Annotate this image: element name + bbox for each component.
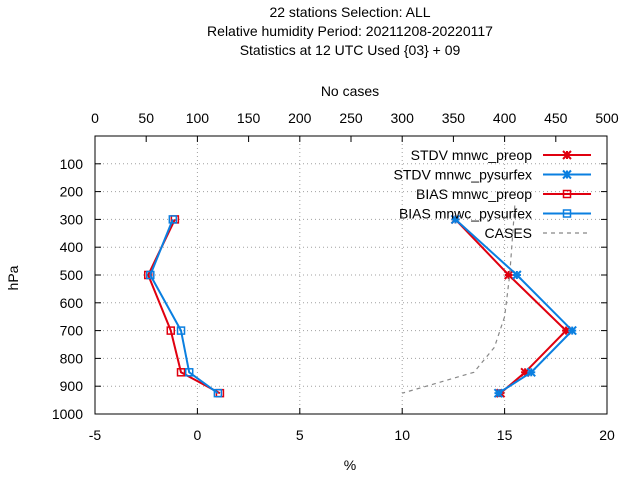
series-point bbox=[562, 209, 572, 218]
series-point bbox=[562, 169, 572, 180]
y-axis-label: hPa bbox=[5, 265, 21, 290]
series-point bbox=[213, 388, 223, 398]
series-point bbox=[562, 189, 572, 199]
series-point bbox=[166, 326, 176, 335]
legend-label: BIAS mnwc_pysurfex bbox=[399, 206, 532, 222]
legend-label: STDV mnwc_pysurfex bbox=[394, 167, 532, 183]
title-line-2: Relative humidity Period: 20211208-20220… bbox=[207, 23, 493, 39]
legend-label: STDV mnwc_preop bbox=[411, 147, 533, 163]
title-line-1: 22 stations Selection: ALL bbox=[269, 4, 430, 20]
x-tick-label: 0 bbox=[194, 427, 202, 443]
y-tick-label: 900 bbox=[60, 378, 84, 394]
series-stdv-mnwc-pysurfex bbox=[450, 214, 577, 398]
series-point bbox=[512, 270, 522, 280]
series-point bbox=[526, 367, 536, 378]
legend-item: BIAS mnwc_pysurfex bbox=[399, 206, 591, 222]
x2-tick-label: 0 bbox=[91, 110, 99, 126]
legend-item: STDV mnwc_preop bbox=[411, 147, 591, 163]
x2-tick-label: 450 bbox=[544, 110, 568, 126]
y-tick-label: 700 bbox=[60, 323, 84, 339]
x-tick-label: 15 bbox=[497, 427, 513, 443]
x2-tick-label: 400 bbox=[493, 110, 517, 126]
title-line-3: Statistics at 12 UTC Used {03} + 09 bbox=[240, 42, 461, 58]
y-tick-label: 800 bbox=[60, 350, 84, 366]
series-point bbox=[562, 150, 572, 160]
series-point bbox=[184, 368, 194, 377]
x2-tick-label: 100 bbox=[186, 110, 210, 126]
series-line bbox=[149, 219, 219, 395]
x2-tick-label: 200 bbox=[288, 110, 312, 126]
chart-title: 22 stations Selection: ALL Relative humi… bbox=[207, 4, 493, 58]
x-tick-label: 10 bbox=[394, 427, 410, 443]
x-axis-label: % bbox=[344, 457, 356, 473]
x-tick-label: 20 bbox=[599, 427, 615, 443]
x2-tick-label: 50 bbox=[138, 110, 154, 126]
x2-tick-label: 150 bbox=[237, 110, 261, 126]
grid bbox=[95, 136, 607, 414]
legend: STDV mnwc_preop STDV mnwc_pysurfex BIAS mn… bbox=[394, 147, 591, 241]
x-tick-label: -5 bbox=[89, 427, 102, 443]
y-tick-label: 200 bbox=[60, 184, 84, 200]
series-point bbox=[176, 368, 186, 377]
y-tick-label: 300 bbox=[60, 211, 84, 227]
y-tick-label: 100 bbox=[60, 156, 84, 172]
x2-tick-label: 500 bbox=[595, 110, 619, 126]
x-tick-label: 5 bbox=[296, 427, 304, 443]
series-stdv-mnwc-preop bbox=[450, 214, 571, 398]
x2-tick-label: 250 bbox=[339, 110, 363, 126]
series-bias-mnwc-preop bbox=[143, 215, 225, 398]
y-tick-label: 1000 bbox=[52, 406, 83, 422]
x2-tick-label: 350 bbox=[442, 110, 466, 126]
legend-label: CASES bbox=[485, 225, 532, 241]
legend-item: STDV mnwc_pysurfex bbox=[394, 167, 591, 183]
series-point bbox=[168, 215, 178, 224]
series-point bbox=[176, 326, 186, 335]
series-layer bbox=[143, 205, 577, 398]
y-tick-label: 500 bbox=[60, 267, 84, 283]
series-bias-mnwc-pysurfex bbox=[146, 215, 223, 398]
plot-frame bbox=[94, 135, 608, 415]
series-point bbox=[503, 270, 514, 280]
series-point bbox=[450, 214, 461, 225]
series-point bbox=[567, 325, 577, 336]
legend-item: CASES bbox=[485, 225, 591, 241]
legend-label: BIAS mnwc_preop bbox=[416, 186, 532, 202]
series-line bbox=[402, 205, 516, 394]
y-tick-label: 400 bbox=[60, 239, 84, 255]
series-line bbox=[147, 218, 221, 395]
series-line bbox=[454, 218, 574, 395]
legend-item: BIAS mnwc_preop bbox=[416, 186, 591, 202]
series-cases bbox=[402, 205, 516, 394]
series-point bbox=[146, 270, 155, 280]
x2-axis-label: No cases bbox=[321, 83, 379, 99]
x2-tick-label: 300 bbox=[391, 110, 415, 126]
series-point bbox=[493, 388, 504, 398]
y-tick-label: 600 bbox=[60, 295, 84, 311]
